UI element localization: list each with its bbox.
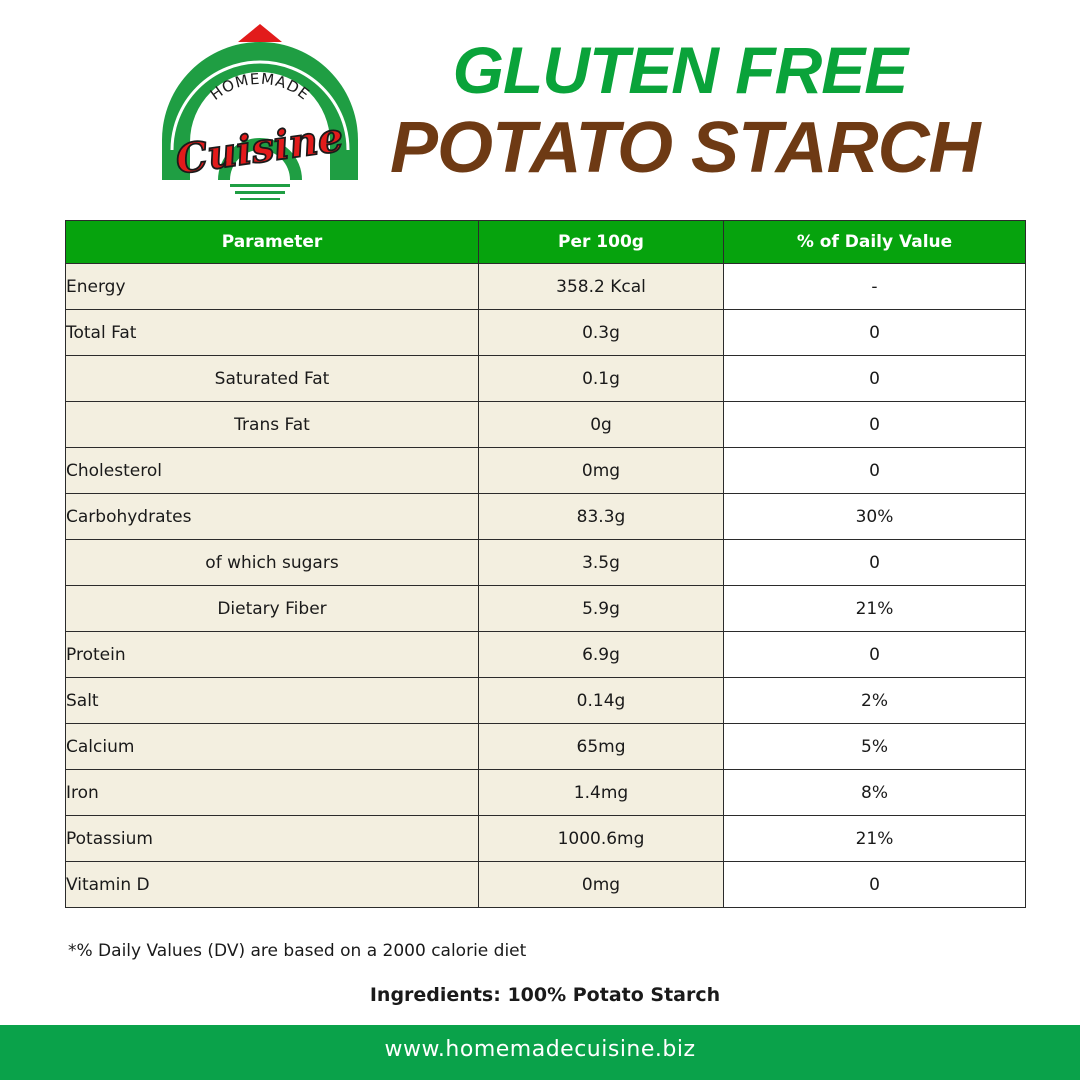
- row-parameter: Calcium: [65, 723, 479, 770]
- row-daily-value: 30%: [723, 493, 1026, 540]
- row-per-100g: 0.14g: [478, 677, 724, 724]
- roof-icon: [238, 24, 282, 42]
- table-row: Salt 0.14g 2%: [65, 677, 1026, 724]
- row-daily-value: -: [723, 263, 1026, 310]
- table-row: Vitamin D 0mg 0: [65, 861, 1026, 908]
- logo-script-text: Cuisine: [173, 114, 346, 184]
- row-per-100g: 5.9g: [478, 585, 724, 632]
- row-parameter: Potassium: [65, 815, 479, 862]
- footer-bar: www.homemadecuisine.biz: [0, 1025, 1080, 1080]
- row-per-100g: 0mg: [478, 447, 724, 494]
- row-per-100g: 0.1g: [478, 355, 724, 402]
- row-per-100g: 1000.6mg: [478, 815, 724, 862]
- header-per-100g: Per 100g: [478, 220, 724, 264]
- row-parameter: Trans Fat: [65, 401, 479, 448]
- row-parameter: Carbohydrates: [65, 493, 479, 540]
- row-parameter: Total Fat: [65, 309, 479, 356]
- row-daily-value: 0: [723, 861, 1026, 908]
- table-row: of which sugars 3.5g 0: [65, 539, 1026, 586]
- daily-value-footnote: *% Daily Values (DV) are based on a 2000…: [68, 941, 527, 961]
- row-per-100g: 0mg: [478, 861, 724, 908]
- homemade-cuisine-logo: HOMEMADE Cuisine: [162, 24, 358, 200]
- row-per-100g: 1.4mg: [478, 769, 724, 816]
- row-per-100g: 6.9g: [478, 631, 724, 678]
- row-daily-value: 5%: [723, 723, 1026, 770]
- title-potato-starch: POTATO STARCH: [390, 108, 981, 188]
- row-parameter: Vitamin D: [65, 861, 479, 908]
- row-per-100g: 0g: [478, 401, 724, 448]
- row-per-100g: 83.3g: [478, 493, 724, 540]
- table-row: Saturated Fat 0.1g 0: [65, 355, 1026, 402]
- row-daily-value: 0: [723, 355, 1026, 402]
- row-daily-value: 0: [723, 401, 1026, 448]
- nutrition-table: Parameter Per 100g % of Daily Value Ener…: [65, 220, 1026, 908]
- table-row: Energy 358.2 Kcal -: [65, 263, 1026, 310]
- website-link[interactable]: www.homemadecuisine.biz: [384, 1037, 696, 1062]
- row-parameter: Cholesterol: [65, 447, 479, 494]
- table-row: Calcium 65mg 5%: [65, 723, 1026, 770]
- row-per-100g: 358.2 Kcal: [478, 263, 724, 310]
- row-daily-value: 0: [723, 631, 1026, 678]
- row-parameter: Saturated Fat: [65, 355, 479, 402]
- row-parameter: Protein: [65, 631, 479, 678]
- table-row: Iron 1.4mg 8%: [65, 769, 1026, 816]
- row-per-100g: 0.3g: [478, 309, 724, 356]
- row-parameter: Energy: [65, 263, 479, 310]
- table-row: Cholesterol 0mg 0: [65, 447, 1026, 494]
- row-per-100g: 65mg: [478, 723, 724, 770]
- table-row: Protein 6.9g 0: [65, 631, 1026, 678]
- row-daily-value: 8%: [723, 769, 1026, 816]
- title-gluten-free: GLUTEN FREE: [452, 33, 909, 107]
- row-parameter: of which sugars: [65, 539, 479, 586]
- ingredients-line: Ingredients: 100% Potato Starch: [369, 984, 721, 1006]
- row-daily-value: 21%: [723, 815, 1026, 862]
- row-daily-value: 2%: [723, 677, 1026, 724]
- row-daily-value: 0: [723, 447, 1026, 494]
- row-per-100g: 3.5g: [478, 539, 724, 586]
- table-row: Carbohydrates 83.3g 30%: [65, 493, 1026, 540]
- row-daily-value: 21%: [723, 585, 1026, 632]
- table-row: Total Fat 0.3g 0: [65, 309, 1026, 356]
- row-parameter: Salt: [65, 677, 479, 724]
- row-parameter: Dietary Fiber: [65, 585, 479, 632]
- table-row: Potassium 1000.6mg 21%: [65, 815, 1026, 862]
- header-daily-value: % of Daily Value: [723, 220, 1026, 264]
- table-row: Dietary Fiber 5.9g 21%: [65, 585, 1026, 632]
- table-row: Trans Fat 0g 0: [65, 401, 1026, 448]
- row-daily-value: 0: [723, 309, 1026, 356]
- row-daily-value: 0: [723, 539, 1026, 586]
- header-parameter: Parameter: [65, 220, 479, 264]
- row-parameter: Iron: [65, 769, 479, 816]
- table-header-row: Parameter Per 100g % of Daily Value: [65, 220, 1026, 264]
